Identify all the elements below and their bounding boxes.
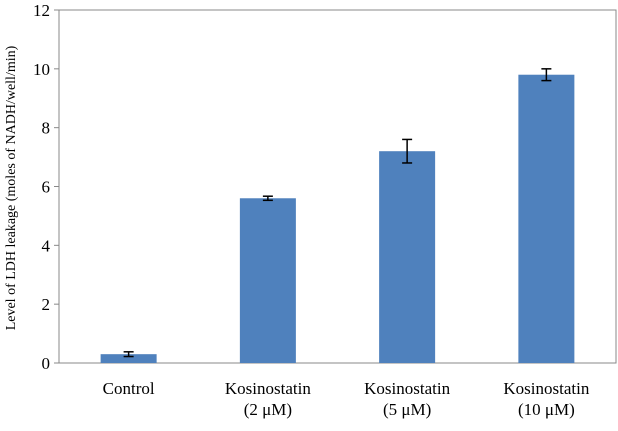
x-category-label: (2 μM)	[244, 400, 292, 419]
error-bar	[541, 68, 552, 82]
x-category-label: Control	[103, 379, 155, 398]
x-category-label: Kosinostatin	[364, 379, 450, 398]
x-category-label: Kosinostatin	[503, 379, 589, 398]
error-bars	[123, 68, 552, 358]
x-category-label: (10 μM)	[518, 400, 575, 419]
error-bar	[123, 351, 134, 358]
y-tick-label: 6	[42, 178, 51, 197]
x-category-label: (5 μM)	[383, 400, 431, 419]
y-axis-label: Level of LDH leakage (moles of NADH/well…	[4, 45, 19, 330]
bars	[100, 74, 575, 363]
x-category-label: Kosinostatin	[225, 379, 311, 398]
y-tick-label: 12	[33, 1, 50, 20]
x-axis-category-labels: Control Kosinostatin (2 μM) Kosinostatin (5 …	[103, 379, 590, 419]
bar	[100, 354, 157, 363]
error-bar	[262, 195, 273, 202]
bar	[239, 198, 296, 363]
y-tick-label: 2	[42, 295, 51, 314]
y-axis-ticks: 0 2 4 6 8 10 12	[33, 1, 59, 373]
error-bar	[402, 138, 413, 164]
bar	[379, 151, 436, 363]
y-tick-label: 4	[42, 236, 51, 255]
bar	[518, 74, 575, 363]
y-tick-label: 0	[42, 354, 51, 373]
y-tick-label: 10	[33, 60, 50, 79]
y-tick-label: 8	[42, 119, 51, 138]
